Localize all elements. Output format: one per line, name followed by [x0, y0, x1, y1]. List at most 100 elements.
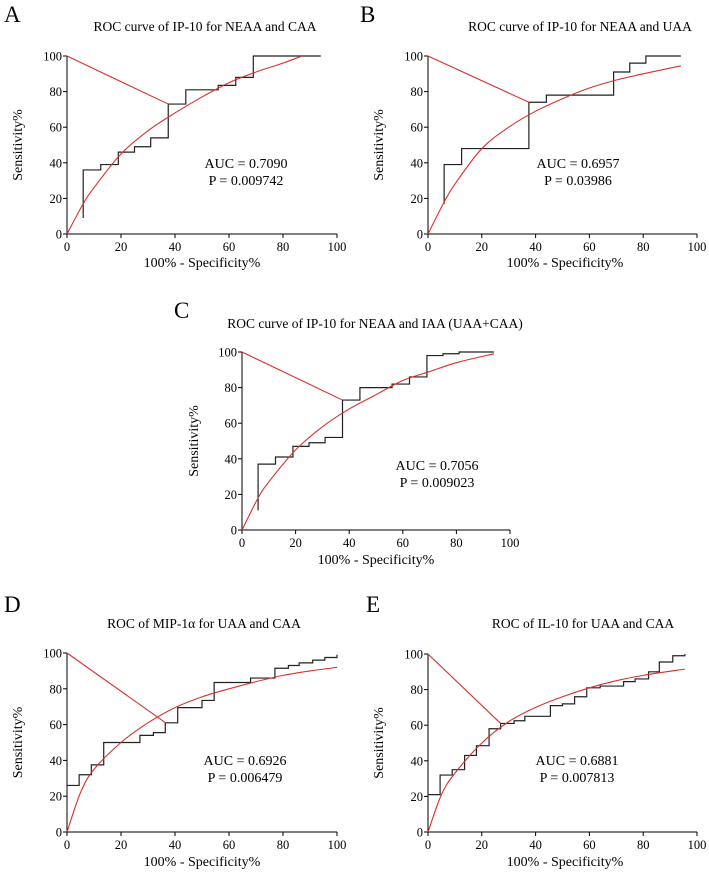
x-tick-label: 60 [583, 240, 596, 254]
x-tick-label: 0 [425, 240, 431, 254]
x-axis-label: 100% - Specificity% [318, 553, 435, 568]
ROC-step-series [257, 351, 494, 511]
y-axis-label: Sensitivity% [187, 405, 202, 477]
chart-title: ROC of MIP-1α for UAA and CAA [107, 616, 301, 631]
x-tick-label: 40 [169, 838, 182, 852]
p-value-annotation: P = 0.006479 [208, 771, 283, 786]
chart-title: ROC curve of IP-10 for NEAA and UAA [468, 19, 692, 34]
panel-label: A [4, 2, 21, 27]
y-tick-label: 20 [50, 790, 63, 804]
y-axis-label: Sensitivity% [11, 109, 26, 181]
panel-label: B [360, 2, 375, 27]
x-tick-label: 60 [397, 536, 410, 550]
y-tick-label: 60 [411, 719, 424, 733]
x-tick-label: 100 [501, 536, 520, 550]
y-tick-label: 80 [225, 381, 238, 395]
y-tick-label: 0 [231, 524, 237, 538]
y-tick-label: 60 [225, 417, 238, 431]
y-tick-label: 0 [417, 826, 423, 840]
y-tick-label: 40 [50, 754, 63, 768]
ROC-step-series [443, 55, 681, 204]
p-value-annotation: P = 0.009023 [400, 476, 475, 491]
x-tick-label: 80 [637, 240, 650, 254]
x-tick-label: 20 [476, 838, 489, 852]
x-tick-label: 100 [328, 240, 347, 254]
y-tick-label: 80 [50, 682, 63, 696]
x-tick-label: 100 [688, 838, 707, 852]
y-tick-label: 0 [56, 826, 62, 840]
roc-panel-e: E ROC of IL-10 for UAA and CAA 0 20 40 60 80 10… [366, 592, 706, 870]
fitted-curve-series [241, 353, 495, 531]
x-axis-label: 100% - Specificity% [507, 855, 624, 870]
y-tick-label: 40 [411, 156, 424, 170]
auc-annotation: AUC = 0.7056 [396, 459, 479, 474]
x-tick-label: 40 [529, 240, 542, 254]
y-tick-label: 40 [411, 754, 424, 768]
y-axis-label: Sensitivity% [372, 109, 387, 181]
x-tick-label: 20 [115, 838, 128, 852]
chart-title: ROC curve of IP-10 for NEAA and CAA [93, 19, 316, 34]
x-axis-label: 100% - Specificity% [507, 256, 624, 271]
x-tick-label: 0 [64, 838, 70, 852]
x-tick-label: 40 [529, 838, 542, 852]
x-tick-label: 0 [239, 536, 245, 550]
x-tick-label: 0 [425, 838, 431, 852]
x-tick-label: 20 [476, 240, 489, 254]
y-axis-label: Sensitivity% [11, 706, 26, 778]
y-tick-label: 100 [43, 647, 62, 661]
panel-label: C [174, 298, 189, 323]
y-tick-label: 20 [411, 790, 424, 804]
roc-panel-d: D ROC of MIP-1α for UAA and CAA 0 20 40 60 80 1… [4, 592, 346, 870]
y-tick-label: 20 [225, 488, 238, 502]
x-tick-label: 100 [328, 838, 347, 852]
roc-panel-b: B ROC curve of IP-10 for NEAA and UAA 0 20 4… [360, 2, 706, 271]
y-tick-label: 100 [218, 346, 237, 360]
cut-off-line-series [66, 55, 169, 105]
y-tick-label: 100 [404, 648, 423, 662]
p-value-annotation: P = 0.007813 [540, 771, 615, 786]
x-tick-label: 0 [64, 240, 70, 254]
x-tick-label: 60 [583, 838, 596, 852]
y-tick-label: 100 [43, 50, 62, 64]
x-tick-label: 80 [277, 838, 290, 852]
roc-panel-a: A ROC curve of IP-10 for NEAA and CAA 0 20 4… [4, 2, 346, 271]
p-value-annotation: P = 0.009742 [209, 174, 284, 189]
x-tick-label: 60 [223, 838, 236, 852]
x-tick-label: 80 [637, 838, 650, 852]
y-tick-label: 80 [411, 683, 424, 697]
y-tick-label: 60 [50, 121, 63, 135]
auc-annotation: AUC = 0.6881 [536, 754, 619, 769]
x-tick-label: 40 [343, 536, 356, 550]
panel-label: E [366, 592, 380, 617]
x-tick-label: 80 [450, 536, 463, 550]
x-tick-label: 20 [115, 240, 128, 254]
y-tick-label: 100 [404, 50, 423, 64]
auc-annotation: AUC = 0.6926 [204, 754, 287, 769]
y-tick-label: 80 [411, 85, 424, 99]
y-tick-label: 20 [50, 192, 63, 206]
y-tick-label: 60 [50, 718, 63, 732]
y-tick-label: 0 [417, 228, 423, 242]
p-value-annotation: P = 0.03986 [544, 174, 612, 189]
cut-off-line-series [427, 55, 530, 103]
x-axis-label: 100% - Specificity% [144, 855, 261, 870]
x-tick-label: 80 [277, 240, 290, 254]
auc-annotation: AUC = 0.7090 [205, 157, 288, 172]
auc-annotation: AUC = 0.6957 [537, 157, 620, 172]
cut-off-line-series [427, 653, 502, 724]
x-axis-label: 100% - Specificity% [144, 256, 261, 271]
fitted-curve-series [427, 65, 681, 235]
fitted-curve-series [427, 668, 685, 833]
y-tick-label: 20 [411, 192, 424, 206]
ROC-step-series [67, 654, 338, 787]
fitted-curve-series [66, 666, 338, 833]
fitted-curve-series [66, 55, 303, 235]
x-tick-label: 40 [169, 240, 182, 254]
x-tick-label: 20 [289, 536, 302, 550]
panel-label: D [4, 592, 21, 617]
chart-title: ROC of IL-10 for UAA and CAA [492, 616, 674, 631]
chart-title: ROC curve of IP-10 for NEAA and IAA (UAA… [227, 316, 523, 331]
y-tick-label: 60 [411, 121, 424, 135]
